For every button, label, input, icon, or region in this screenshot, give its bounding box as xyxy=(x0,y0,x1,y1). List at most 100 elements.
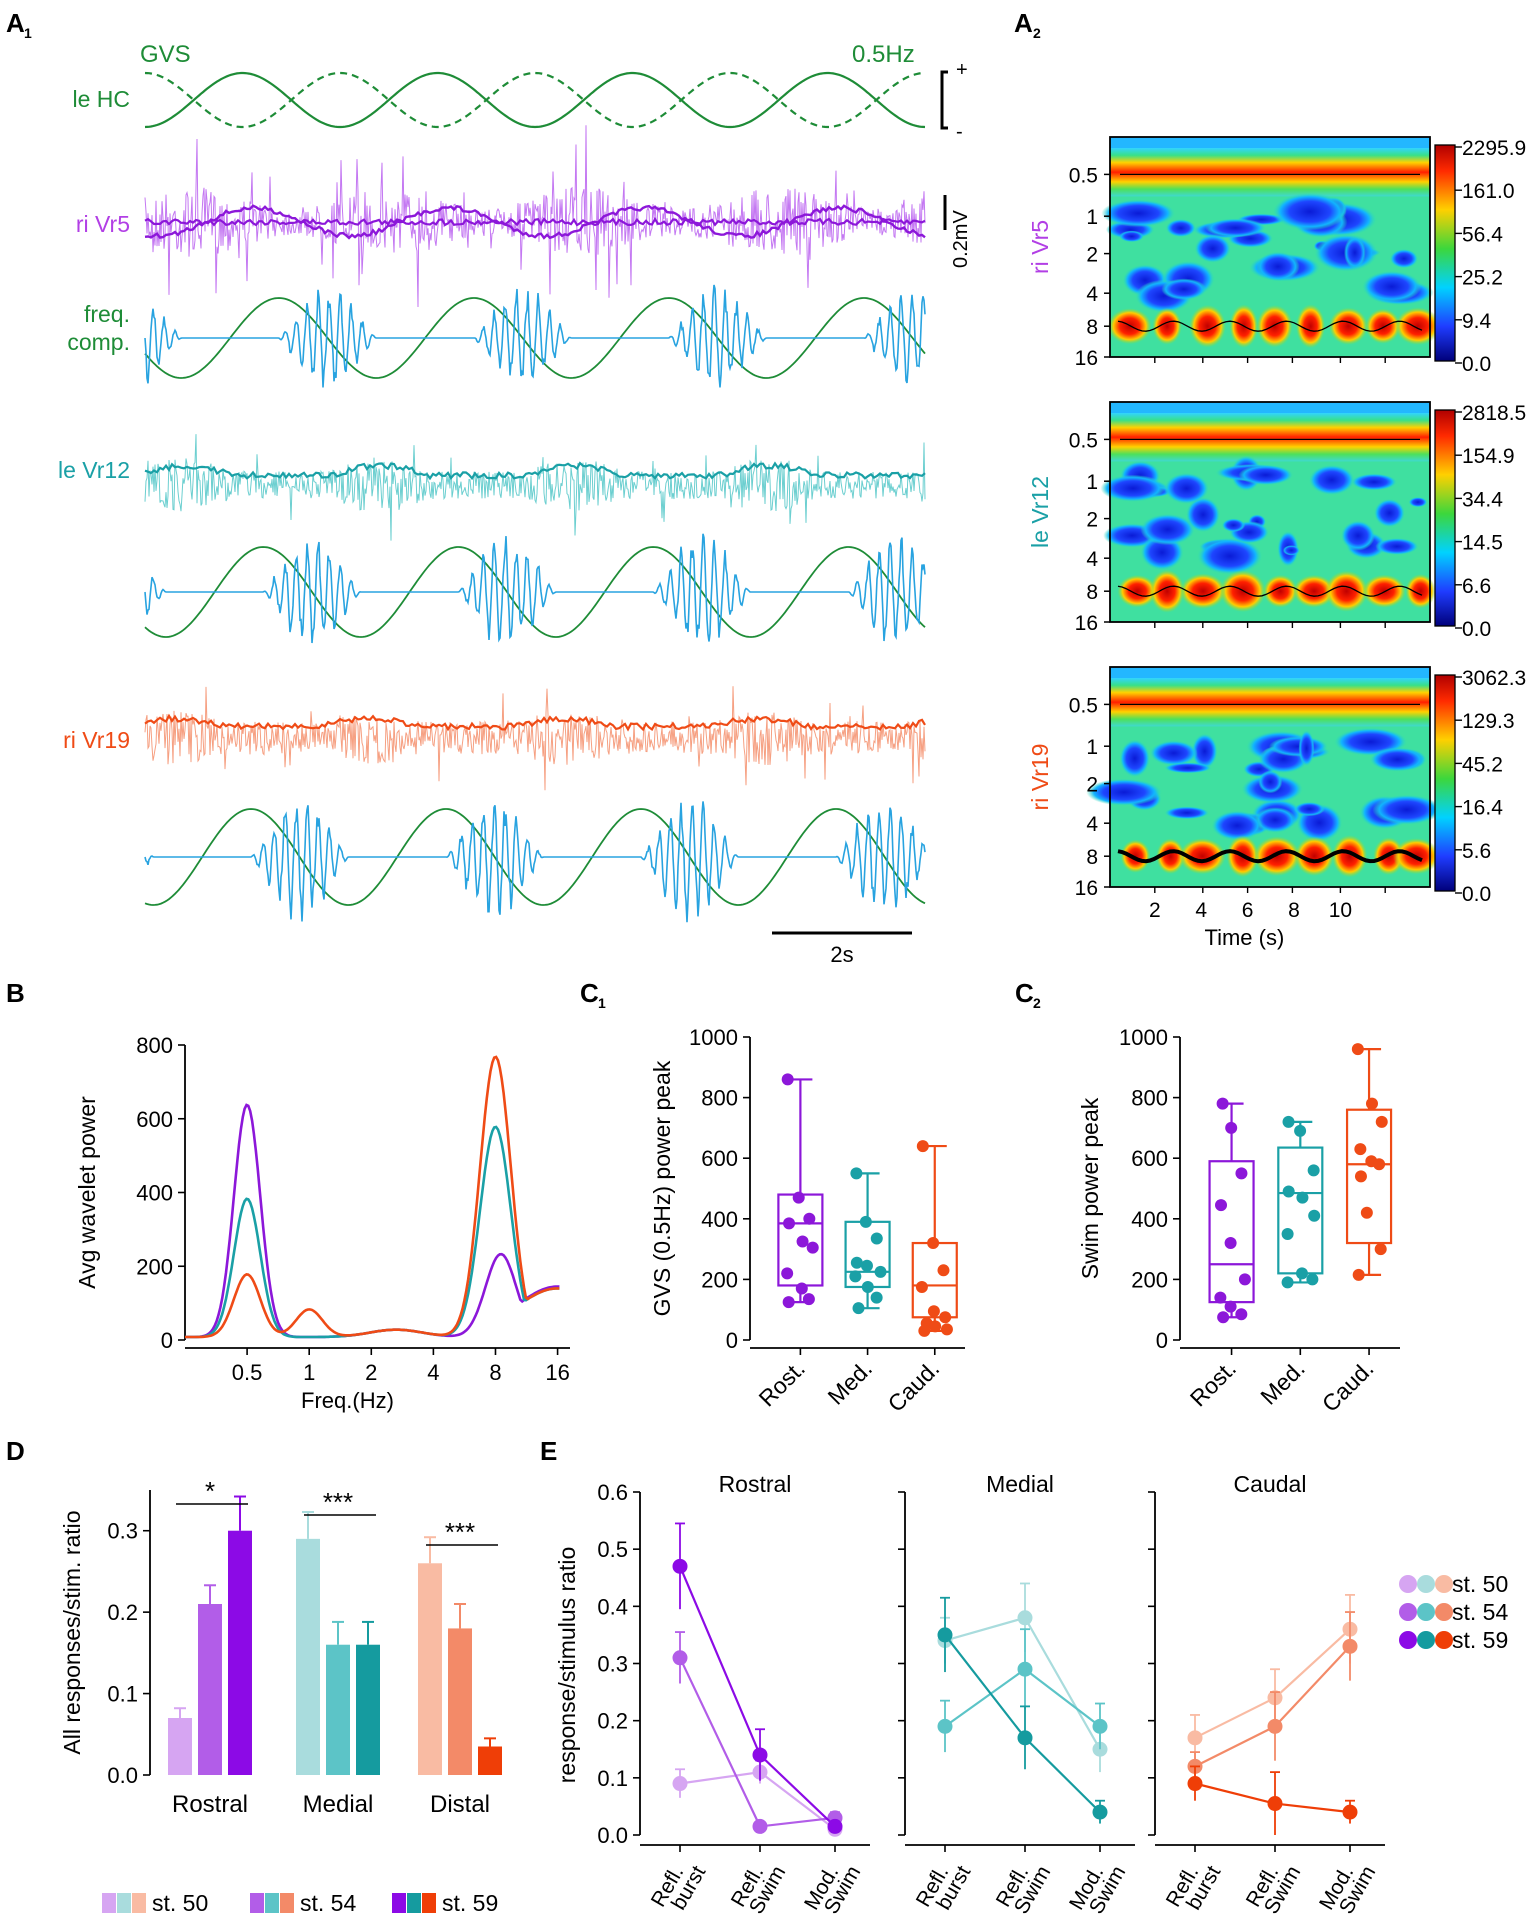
legend-swatch xyxy=(407,1893,421,1913)
wavelet-colorbar xyxy=(1434,409,1456,627)
data-point xyxy=(1017,1730,1033,1746)
bar-group-Medial: *** xyxy=(296,1487,380,1775)
trace-label-le-vr12: le Vr12 xyxy=(58,457,130,483)
wavelet-low-power-region xyxy=(1165,219,1196,238)
legend-label: st. 50 xyxy=(1452,1571,1508,1597)
y-tick-label: 0.0 xyxy=(597,1823,628,1848)
wavelet-frame xyxy=(1109,666,1431,888)
data-point xyxy=(1374,1243,1387,1256)
y-tick-label: 1000 xyxy=(1119,1025,1168,1050)
panel-label-e: E xyxy=(540,1436,557,1466)
gvs-frequency: 0.5Hz xyxy=(852,41,915,68)
legend-swatch xyxy=(392,1893,406,1913)
data-point xyxy=(927,1305,940,1318)
colorbar-tick-label: 3062.3 xyxy=(1462,667,1526,690)
wavelet-low-power-region xyxy=(1140,513,1195,546)
colorbar-tick-label: 25.2 xyxy=(1462,267,1503,290)
box-Med. xyxy=(844,1167,891,1315)
data-point xyxy=(796,1235,809,1248)
colorbar-tick-label: 0.0 xyxy=(1462,618,1491,641)
wavelet-channel-label: ri Vr19 xyxy=(1027,744,1053,811)
wavelet-low-power-region xyxy=(1119,739,1150,778)
y-axis-label: GVS (0.5Hz) power peak xyxy=(649,1060,675,1316)
series-1 xyxy=(1187,1594,1358,1761)
panel-label-c1-sub: 1 xyxy=(598,995,606,1011)
y-tick-label: 0 xyxy=(726,1328,738,1353)
data-point xyxy=(1017,1610,1033,1626)
wavelet-low-power-region xyxy=(1086,778,1162,806)
series-line xyxy=(944,1616,1101,1750)
panel-d-responses: 0.0 0.1 0.2 0.3 All responses/stim. ratio * Ro… xyxy=(59,1476,502,1916)
wavelet-ytick-label: 1 xyxy=(1086,206,1098,229)
x-tick-label: Rost. xyxy=(1185,1355,1241,1411)
data-point xyxy=(870,1232,883,1245)
wavelet-low-power-region xyxy=(1254,807,1296,833)
wavelet-swim-region xyxy=(1178,838,1226,875)
legend-label: st. 54 xyxy=(300,1890,356,1916)
wavelet-low-power-region xyxy=(1211,810,1263,841)
data-point xyxy=(1215,1199,1228,1212)
wavelet-low-power-region xyxy=(1369,747,1426,772)
wavelet-swim-region xyxy=(1156,838,1185,874)
data-point xyxy=(850,1256,863,1269)
box-iqr xyxy=(1345,1108,1393,1245)
wavelet-low-power-region xyxy=(1272,192,1347,231)
data-point xyxy=(929,1320,942,1333)
data-point xyxy=(1238,1273,1251,1286)
wavelet-swim-region xyxy=(1296,304,1326,349)
gvs-title: GVS xyxy=(140,41,191,68)
significance-marker: *** xyxy=(323,1487,353,1517)
panel-label-d: D xyxy=(6,1436,25,1466)
wavelet-low-power-region xyxy=(1408,497,1428,508)
series-3 xyxy=(1187,1765,1358,1835)
wavelet-low-power-region xyxy=(1161,278,1207,300)
legend-label: st. 59 xyxy=(1452,1627,1508,1653)
data-point xyxy=(1281,1276,1294,1289)
legend-swatch xyxy=(422,1893,436,1913)
freq-comp-vr12-swim-component xyxy=(144,533,926,644)
colorbar-tick-label: 161.0 xyxy=(1462,180,1515,203)
wavelet-ytick-label: 16 xyxy=(1075,877,1098,900)
ri-vr5-trace-envelope xyxy=(144,216,926,227)
wavelet-low-power-region xyxy=(1221,518,1246,533)
y-tick-label: 0.2 xyxy=(597,1709,628,1734)
data-point xyxy=(859,1215,872,1228)
freq-comp-vr5-swim-component xyxy=(144,284,926,388)
data-point xyxy=(672,1558,688,1574)
data-point xyxy=(1187,1730,1203,1746)
wavelet-low-power-region xyxy=(1100,474,1166,502)
data-point xyxy=(1307,1164,1320,1177)
wavelet-swim-region xyxy=(1189,304,1226,348)
data-point xyxy=(792,1191,805,1204)
wavelet-swim-region xyxy=(1395,307,1441,345)
y-axis-label: Swim power peak xyxy=(1077,1097,1103,1279)
wavelet-low-power-region xyxy=(1282,545,1300,556)
data-point xyxy=(939,1311,952,1324)
wavelet-low-power-region xyxy=(1238,464,1294,486)
data-point xyxy=(1360,1206,1373,1219)
wavelet-panel-3: 0.5 1 2 4 8 16 ri Vr19 3062.3 129.3 45.2 16.4 5.6 0.… xyxy=(1027,666,1526,906)
data-point xyxy=(1354,1143,1367,1156)
data-point xyxy=(849,1270,862,1283)
legend-marker xyxy=(1417,1575,1435,1593)
colorbar-tick-label: 154.9 xyxy=(1462,445,1515,468)
y-tick-label: 1000 xyxy=(689,1025,738,1050)
bar xyxy=(448,1628,472,1775)
wavelet-ytick-label: 2 xyxy=(1086,774,1098,797)
colorbar-tick-label: 16.4 xyxy=(1462,797,1503,820)
wavelet-ytick-label: 1 xyxy=(1086,736,1098,759)
wavelet-panel-1: 0.5 1 2 4 8 16 ri Vr5 2295.9 161.0 56.4 25.2 9.4 0.0 xyxy=(1027,136,1526,376)
colorbar-tick-label: 2295.9 xyxy=(1462,137,1526,160)
x-tick-label: Rost. xyxy=(754,1355,810,1411)
colorbar-tick-label: 5.6 xyxy=(1462,840,1491,863)
wavelet-colorbar xyxy=(1434,144,1456,362)
box-Rost. xyxy=(777,1073,824,1309)
gvs-waveform-inverted xyxy=(144,71,926,129)
data-point xyxy=(1217,1311,1230,1324)
data-point xyxy=(937,1264,950,1277)
legend-marker xyxy=(1435,1603,1453,1621)
colorbar-tick-label: 2818.5 xyxy=(1462,402,1526,425)
panel-b-wavelet-power: 0 200 400 600 800 0.5 1 2 4 8 16 Freq.(Hz) Avg wavel… xyxy=(74,1033,570,1413)
colorbar-tick-label: 9.4 xyxy=(1462,310,1492,333)
